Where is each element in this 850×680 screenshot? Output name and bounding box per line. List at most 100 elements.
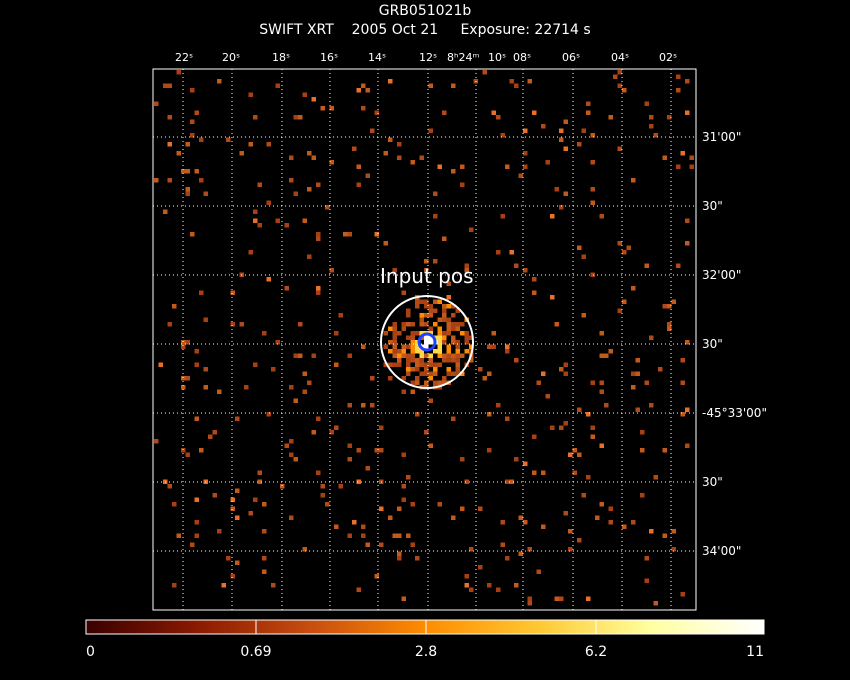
count-pixel	[563, 119, 568, 124]
count-pixel	[626, 245, 631, 250]
count-pixel	[154, 101, 159, 106]
count-pixel	[415, 304, 420, 309]
count-pixel	[527, 601, 532, 606]
count-pixel	[208, 434, 213, 439]
count-pixel	[437, 340, 442, 345]
count-pixel	[446, 317, 451, 322]
count-pixel	[275, 218, 280, 223]
count-pixel	[356, 182, 361, 187]
count-pixel	[424, 367, 429, 372]
count-pixel	[401, 326, 406, 331]
count-pixel	[482, 70, 487, 75]
count-pixel	[230, 322, 235, 327]
count-pixel	[496, 587, 501, 592]
count-pixel	[325, 502, 330, 507]
count-pixel	[635, 358, 640, 363]
count-pixel	[334, 524, 339, 529]
count-pixel	[401, 353, 406, 358]
count-pixel	[442, 308, 447, 313]
count-pixel	[554, 187, 559, 192]
count-pixel	[415, 299, 420, 304]
count-pixel	[388, 376, 393, 381]
count-pixel	[307, 187, 312, 192]
count-pixel	[586, 412, 591, 417]
count-pixel	[455, 326, 460, 331]
count-pixel	[667, 322, 672, 327]
count-pixel	[415, 340, 420, 345]
count-pixel	[577, 538, 582, 543]
count-pixel	[469, 344, 474, 349]
count-pixel	[469, 587, 474, 592]
count-pixel	[415, 331, 420, 336]
count-pixel	[442, 236, 447, 241]
count-pixel	[397, 142, 402, 147]
count-pixel	[442, 317, 447, 322]
count-pixel	[464, 574, 469, 579]
count-pixel	[392, 326, 397, 331]
count-pixel	[442, 353, 447, 358]
count-pixel	[590, 425, 595, 430]
count-pixel	[397, 551, 402, 556]
count-pixel	[212, 493, 217, 498]
error-circle	[417, 332, 437, 352]
count-pixel	[685, 218, 690, 223]
count-pixel	[550, 295, 555, 300]
count-pixel	[311, 155, 316, 160]
count-pixel	[298, 353, 303, 358]
dec-tick-label: -45°33'00"	[702, 406, 767, 420]
count-pixel	[370, 403, 375, 408]
count-pixel	[410, 344, 415, 349]
count-pixel	[248, 92, 253, 97]
plot-subtitle: SWIFT XRT 2005 Oct 21 Exposure: 22714 s	[0, 22, 850, 38]
count-pixel	[460, 182, 465, 187]
count-pixel	[563, 421, 568, 426]
ra-tick-label: 22ˢ	[175, 51, 193, 64]
count-pixel	[518, 551, 523, 556]
count-pixel	[433, 362, 438, 367]
count-pixel	[487, 583, 492, 588]
count-pixel	[599, 331, 604, 336]
count-pixel	[316, 470, 321, 475]
count-pixel	[284, 286, 289, 291]
count-pixel	[478, 367, 483, 372]
count-pixel	[271, 583, 276, 588]
count-pixel	[428, 353, 433, 358]
count-pixel	[374, 110, 379, 115]
count-pixel	[590, 434, 595, 439]
count-pixel	[406, 362, 411, 367]
count-pixel	[397, 155, 402, 160]
count-pixel	[586, 101, 591, 106]
count-pixel	[442, 335, 447, 340]
count-pixel	[230, 497, 235, 502]
count-pixel	[563, 146, 568, 151]
count-pixel	[406, 322, 411, 327]
count-pixel	[392, 353, 397, 358]
count-pixel	[356, 88, 361, 93]
count-pixel	[455, 322, 460, 327]
count-pixel	[536, 380, 541, 385]
count-pixel	[289, 385, 294, 390]
count-pixel	[181, 376, 186, 381]
count-pixel	[437, 344, 442, 349]
count-pixel	[419, 317, 424, 322]
colorbar-ticks: 0 0.69 2.8 6.2 11	[85, 620, 765, 660]
count-pixel	[563, 371, 568, 376]
count-pixel	[356, 479, 361, 484]
count-pixel	[388, 326, 393, 331]
count-pixel	[446, 304, 451, 309]
count-pixel	[469, 335, 474, 340]
count-pixel	[455, 344, 460, 349]
count-pixel	[388, 515, 393, 520]
count-pixel	[347, 533, 352, 538]
count-pixel	[505, 349, 510, 354]
count-pixel	[199, 448, 204, 453]
ra-tick-label: 18ˢ	[272, 51, 290, 64]
count-pixel	[424, 371, 429, 376]
count-pixel	[428, 362, 433, 367]
count-pixel	[316, 290, 321, 295]
count-pixel	[491, 331, 496, 336]
count-pixel	[410, 380, 415, 385]
count-pixel	[523, 128, 528, 133]
count-pixel	[244, 385, 249, 390]
observation-date: 2005 Oct 21	[351, 22, 439, 38]
